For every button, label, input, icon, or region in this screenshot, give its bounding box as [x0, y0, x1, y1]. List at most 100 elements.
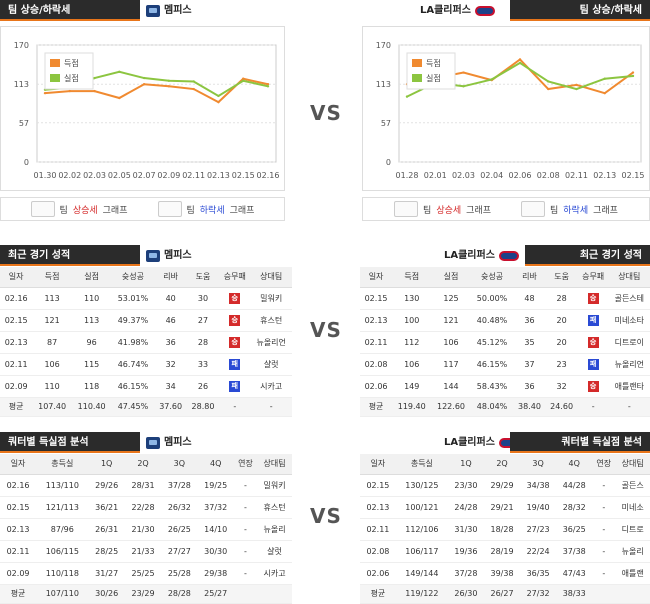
cell-team: 디트로이: [608, 331, 650, 354]
cell-pts: 110: [32, 375, 72, 398]
fall-graph-icon: [521, 201, 545, 217]
table-row: 02.13 87/96 26/31 21/30 26/25 14/10- 뉴올리: [0, 518, 292, 541]
result-badge: 패: [229, 358, 241, 370]
legend-label: 실점: [64, 73, 79, 83]
quarter-cell: 39/38: [483, 562, 521, 585]
data-point: [631, 74, 635, 78]
table-row: 02.15 121/113 36/21 22/28 26/32 37/32- 휴스턴: [0, 496, 292, 519]
table-row: 02.08 106/117 19/36 28/19 22/24 37/38- 뉴올리: [360, 540, 650, 563]
cell-fg: 41.98%: [111, 331, 155, 354]
result-badge: 승: [229, 314, 241, 326]
result-badge: 승: [229, 292, 241, 304]
quarter-cell: 22/28: [124, 496, 162, 519]
column-header: 리바: [513, 267, 546, 288]
x-tick-label: 02.11: [565, 171, 588, 180]
column-header: 승무패: [219, 267, 251, 288]
table-row: 02.11 106 115 46.74% 32 33 패 샬럿: [0, 353, 292, 376]
quarter-cell: 24/28: [447, 496, 484, 519]
data-point: [575, 83, 578, 87]
rise-legend: 팀 상승세 그래프: [394, 201, 491, 217]
column-header: 슛성공: [470, 267, 514, 288]
home-trend-legend: 팀 상승세 그래프 팀 하락세 그래프: [0, 197, 285, 221]
quarter-cell: 디트로: [615, 518, 650, 541]
data-point: [118, 70, 121, 74]
away-team-label: LA클리퍼스: [444, 432, 519, 453]
quarter-cell: 02.13: [360, 496, 396, 519]
data-point: [547, 80, 550, 83]
quarter-cell: 112/106: [395, 518, 448, 541]
home-trend-chart: 0 57 113 170 01.30 02.02 02.03 02.05 02.07 02.09 0…: [0, 26, 285, 191]
quarter-cell: -: [233, 518, 258, 541]
quarter-cell: 02.11: [360, 518, 396, 541]
quarter-cell: 21/33: [124, 540, 162, 563]
cell-pts: 149: [392, 375, 432, 398]
x-tick-label: 02.03: [452, 171, 475, 180]
x-tick-label: 02.04: [480, 171, 503, 180]
x-tick-label: 02.08: [537, 171, 560, 180]
column-header: 4Q: [197, 454, 234, 475]
quarter-cell: 평균: [360, 584, 396, 604]
x-tick-label: 02.05: [108, 171, 131, 180]
avg-opp: 110.40: [71, 397, 112, 417]
legend-swatch: [412, 74, 422, 82]
cell-pts: 113: [32, 287, 72, 310]
column-header: 슛성공: [111, 267, 155, 288]
quarter-cell: 29/38: [197, 562, 234, 585]
data-point: [142, 76, 146, 80]
avg-date: 평균: [360, 397, 393, 417]
quarter-cell: 29/29: [483, 474, 521, 497]
cell-pts: 106: [392, 353, 432, 376]
quarter-cell: 미네소: [615, 496, 650, 519]
cell-ast: 33: [186, 353, 220, 376]
cell-opp: 118: [71, 375, 112, 398]
column-header: 3Q: [520, 454, 557, 475]
cell-opp: 117: [431, 353, 471, 376]
quarter-cell: [592, 584, 616, 604]
average-row: 평균 107.40 110.40 47.45% 37.60 28.80- -: [0, 397, 292, 417]
data-point: [242, 77, 245, 80]
column-header: 2Q: [124, 454, 162, 475]
quarter-cell: 26/31: [88, 518, 125, 541]
quarter-cell: 106/115: [36, 540, 89, 563]
quarter-tab-away: 쿼터별 득실점 분석: [510, 432, 650, 453]
table-row: 02.09 110 118 46.15% 34 26 패 시카고: [0, 375, 292, 398]
quarter-cell: 27/23: [520, 518, 557, 541]
quarter-cell: 30/26: [88, 584, 125, 604]
quarter-cell: 29/26: [88, 474, 125, 497]
table-header: 일자 득점 실점 슛성공 리바 도움 승무패 상대팀: [0, 267, 292, 288]
quarter-cell: 30/30: [197, 540, 234, 563]
quarter-cell: 애틀랜: [615, 562, 650, 585]
data-point: [518, 61, 522, 65]
cell-team: 샬럿: [250, 353, 292, 376]
cell-team: 시카고: [250, 375, 292, 398]
cell-opp: 110: [71, 287, 112, 310]
table-row: 02.13 100/121 24/28 29/21 19/40 28/32- 미네소: [360, 496, 650, 519]
column-header: 리바: [154, 267, 187, 288]
quarter-cell: 29/21: [483, 496, 521, 519]
avg-opp: 122.60: [431, 397, 471, 417]
column-header: 일자: [360, 454, 396, 475]
data-point: [603, 77, 606, 80]
cell-fg: 53.01%: [111, 287, 155, 310]
quarter-cell: 100/121: [395, 496, 448, 519]
away-team-label: LA클리퍼스: [444, 245, 519, 266]
table-row: 02.11 112/106 31/30 18/28 27/23 36/25- 디트로: [360, 518, 650, 541]
cell-pts: 130: [392, 287, 432, 310]
cell-opp: 115: [71, 353, 112, 376]
quarter-cell: 36/21: [88, 496, 125, 519]
avg-fg: 48.04%: [470, 397, 514, 417]
cell-ast: 32: [545, 375, 578, 398]
avg-reb: 38.40: [513, 397, 546, 417]
cell-date: 02.15: [0, 309, 33, 332]
quarter-cell: 02.11: [0, 540, 37, 563]
quarter-cell: -: [592, 518, 616, 541]
quarter-cell: 37/32: [197, 496, 234, 519]
quarter-cell: 02.16: [0, 474, 37, 497]
result-cell: 패: [219, 375, 251, 398]
quarter-cell: 113/110: [36, 474, 89, 497]
data-point: [490, 78, 493, 81]
home-team-label: 멤피스: [146, 432, 192, 453]
cell-opp: 106: [431, 331, 471, 354]
avg-res: -: [219, 397, 251, 417]
quarter-cell: 26/30: [447, 584, 484, 604]
